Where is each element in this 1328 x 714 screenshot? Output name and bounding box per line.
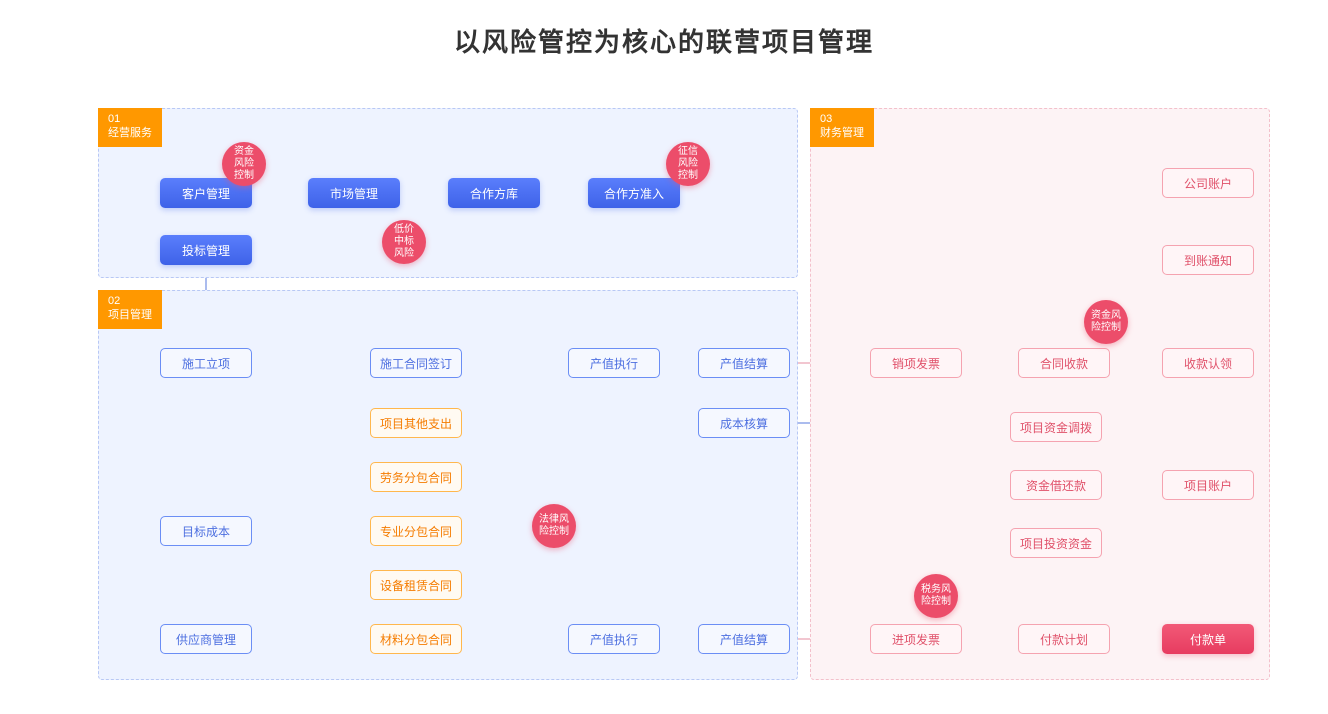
- node-n_acct: 公司账户: [1162, 168, 1254, 198]
- node-n_invest: 项目投资资金: [1010, 528, 1102, 558]
- node-n_plan: 付款计划: [1018, 624, 1110, 654]
- risk-r_fund2: 资金风险控制: [1084, 300, 1128, 344]
- node-n_mat: 材料分包合同: [370, 624, 462, 654]
- node-n_pay: 付款单: [1162, 624, 1254, 654]
- page-title: 以风险管控为核心的联营项目管理: [0, 0, 1328, 59]
- risk-r_legal: 法律风险控制: [532, 504, 576, 548]
- risk-r_lowbid: 低价中标风险: [382, 220, 426, 264]
- diagram-canvas: 01经营服务02项目管理03财务管理客户管理市场管理合作方库合作方准入投标管理施…: [90, 100, 1270, 690]
- node-n_alloc: 项目资金调拨: [1010, 412, 1102, 442]
- node-n_market: 市场管理: [308, 178, 400, 208]
- node-n_exec1: 产值执行: [568, 348, 660, 378]
- node-n_pacct: 项目账户: [1162, 470, 1254, 500]
- node-n_equip: 设备租赁合同: [370, 570, 462, 600]
- section-label: 02项目管理: [98, 290, 162, 329]
- node-n_bid: 投标管理: [160, 235, 252, 265]
- node-n_claim: 收款认领: [1162, 348, 1254, 378]
- node-n_labor: 劳务分包合同: [370, 462, 462, 492]
- node-n_access: 合作方准入: [588, 178, 680, 208]
- node-n_sinv: 销项发票: [870, 348, 962, 378]
- node-n_other: 项目其他支出: [370, 408, 462, 438]
- node-n_settle2: 产值结算: [698, 624, 790, 654]
- section-label: 03财务管理: [810, 108, 874, 147]
- node-n_settle1: 产值结算: [698, 348, 790, 378]
- risk-r_credit: 征信风险控制: [666, 142, 710, 186]
- node-n_vendor: 供应商管理: [160, 624, 252, 654]
- node-n_exec2: 产值执行: [568, 624, 660, 654]
- node-n_prof: 专业分包合同: [370, 516, 462, 546]
- node-n_ccontr: 施工合同签订: [370, 348, 462, 378]
- risk-r_tax: 税务风险控制: [914, 574, 958, 618]
- node-n_repay: 资金借还款: [1010, 470, 1102, 500]
- node-n_arrive: 到账通知: [1162, 245, 1254, 275]
- node-n_cost: 成本核算: [698, 408, 790, 438]
- node-n_lib: 合作方库: [448, 178, 540, 208]
- section-label: 01经营服务: [98, 108, 162, 147]
- node-n_estab: 施工立项: [160, 348, 252, 378]
- node-n_recv: 合同收款: [1018, 348, 1110, 378]
- node-n_target: 目标成本: [160, 516, 252, 546]
- node-n_pinv: 进项发票: [870, 624, 962, 654]
- risk-r_fund: 资金风险控制: [222, 142, 266, 186]
